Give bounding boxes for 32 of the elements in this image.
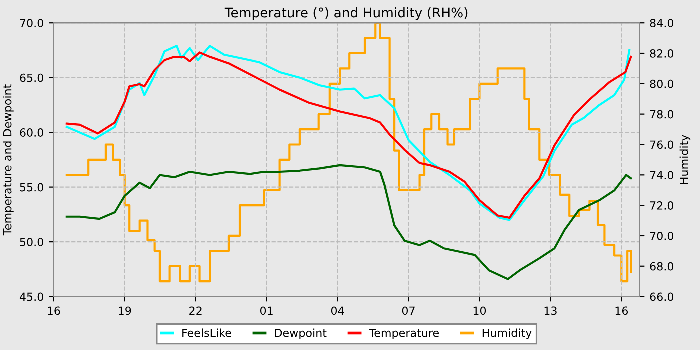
y2-tick-label: 70.0 <box>650 232 674 240</box>
legend-label: Humidity <box>482 328 532 340</box>
y-tick-label: 70.0 <box>20 19 44 28</box>
chart-title: Temperature (°) and Humidity (RH%) <box>224 8 468 20</box>
y-tick-label: 55.0 <box>20 183 44 192</box>
x-tick-label: 19 <box>119 306 132 316</box>
y2-tick-label: 66.0 <box>650 292 674 302</box>
legend-label: Temperature <box>369 329 440 340</box>
y2-tick-label: 72.0 <box>650 202 674 210</box>
x-tick-label: 07 <box>402 306 415 316</box>
x-tick-label: 01 <box>260 306 273 316</box>
y2-tick-label: 80.0 <box>650 80 674 88</box>
y2-tick-label: 78.0 <box>650 110 674 119</box>
y-axis-title: Temperature and Dewpoint <box>3 84 14 236</box>
legend-label: FeelsLike <box>182 328 232 338</box>
x-tick-label: 13 <box>544 306 557 316</box>
x-tick-label: 04 <box>331 306 344 316</box>
y2-tick-label: 84.0 <box>650 19 674 28</box>
x-tick-label: 16 <box>48 306 60 316</box>
y2-tick-label: 68.0 <box>650 262 674 271</box>
y-tick-label: 60.0 <box>20 128 44 137</box>
x-tick-label: 16 <box>616 306 628 316</box>
y2-tick-label: 76.0 <box>650 140 674 150</box>
x-tick-label: 10 <box>474 306 486 316</box>
y-tick-label: 45.0 <box>20 292 44 302</box>
x-tick-label: 22 <box>190 306 202 315</box>
y2-axis-title: Humidity <box>680 135 691 184</box>
y2-tick-label: 74.0 <box>650 171 674 180</box>
y-tick-label: 50.0 <box>20 238 44 246</box>
y2-tick-label: 82.0 <box>650 49 674 58</box>
legend-label: Dewpoint <box>275 328 327 340</box>
y-tick-label: 65.0 <box>20 74 44 82</box>
